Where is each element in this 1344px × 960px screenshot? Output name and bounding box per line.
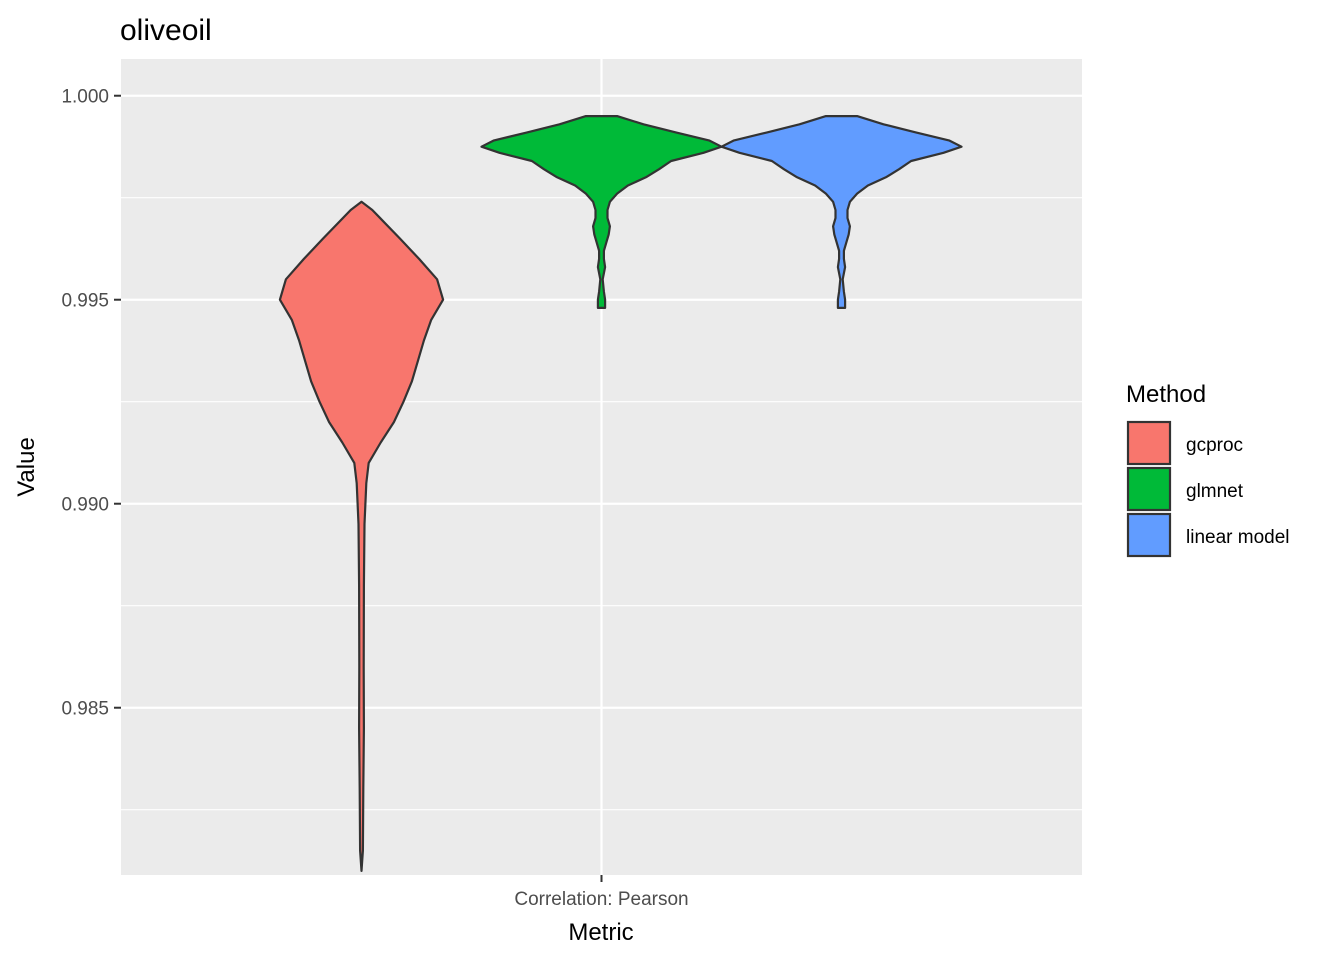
violins xyxy=(278,115,963,872)
legend-label: glmnet xyxy=(1186,481,1244,502)
y-axis: 0.985 0.990 0.995 1.000 xyxy=(61,87,121,720)
x-axis: Correlation: Pearson xyxy=(514,875,689,910)
violin-glmnet xyxy=(480,115,723,309)
legend-title: Method xyxy=(1126,381,1206,408)
violin-linear-model xyxy=(720,115,963,309)
legend-key xyxy=(1126,420,1172,466)
legend-key xyxy=(1126,466,1172,512)
x-tick-label: Correlation: Pearson xyxy=(514,889,688,910)
y-tick-label: 0.990 xyxy=(61,495,109,516)
violin-gcproc xyxy=(278,200,445,872)
y-tick-label: 0.985 xyxy=(61,699,109,720)
legend-label: linear model xyxy=(1186,527,1290,548)
legend-key xyxy=(1126,512,1172,558)
legend-label: gcproc xyxy=(1186,435,1243,456)
chart-title: oliveoil xyxy=(120,14,212,47)
y-axis-title: Value xyxy=(13,437,40,497)
legend: Method gcproc glmnet linear model xyxy=(1126,381,1290,558)
x-axis-title: Metric xyxy=(568,919,633,946)
y-tick-label: 0.995 xyxy=(61,291,109,312)
y-tick-label: 1.000 xyxy=(61,87,109,108)
